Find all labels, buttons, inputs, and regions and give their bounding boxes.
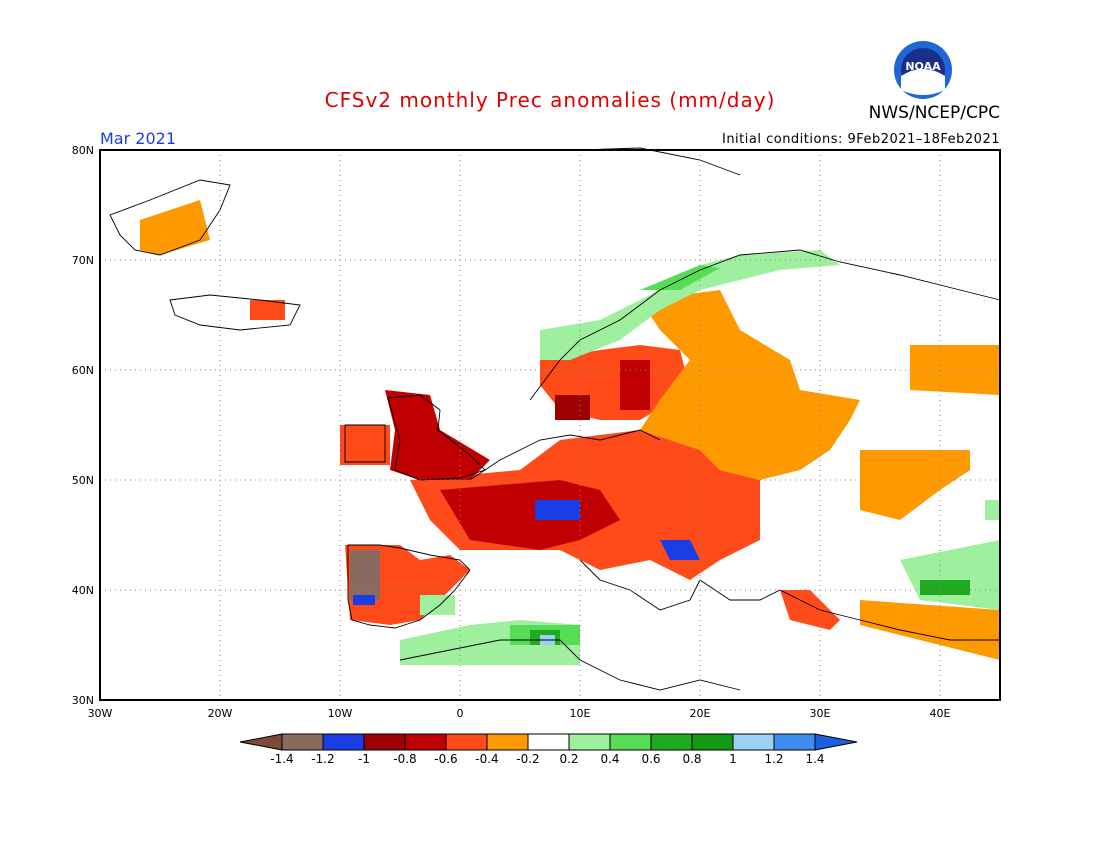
colorbar-label: 0.4 xyxy=(600,752,619,766)
colorbar-swatch xyxy=(322,733,365,751)
x-axis-labels: 30W 20W 10W 0 10E 20E 30E 40E xyxy=(88,707,951,720)
lon-tick-label: 30W xyxy=(88,707,113,720)
anomaly-region xyxy=(535,500,580,520)
colorbar-label: 0.2 xyxy=(559,752,578,766)
anomaly-region xyxy=(660,540,700,560)
colorbar-swatch xyxy=(486,733,529,751)
anomaly-region xyxy=(555,395,590,420)
colorbar-label: 1.2 xyxy=(764,752,783,766)
y-axis-labels: 30N 40N 50N 60N 70N 80N xyxy=(72,144,94,707)
colorbar-swatch xyxy=(281,733,324,751)
colorbar-swatch xyxy=(691,733,734,751)
colorbar-swatch xyxy=(363,733,406,751)
anomaly-region xyxy=(985,500,1000,520)
anomaly-region xyxy=(340,425,390,465)
colorbar-swatch xyxy=(568,733,611,751)
map-title: CFSv2 monthly Prec anomalies (mm/day) xyxy=(324,88,776,112)
colorbar-swatch xyxy=(609,733,652,751)
lat-tick-label: 30N xyxy=(72,694,94,707)
colorbar-label: -0.2 xyxy=(516,752,539,766)
anomaly-shading xyxy=(140,200,1000,665)
anomaly-region xyxy=(420,595,455,615)
anomaly-region xyxy=(140,200,210,255)
forecast-period: Mar 2021 xyxy=(100,129,176,148)
anomaly-region xyxy=(385,390,490,480)
colorbar-label: -1.2 xyxy=(311,752,334,766)
anomaly-region xyxy=(440,480,620,550)
colorbar-swatch xyxy=(445,733,488,751)
colorbar-label: 0.8 xyxy=(682,752,701,766)
anomaly-region xyxy=(250,300,285,320)
lon-tick-label: 40E xyxy=(930,707,951,720)
anomaly-region xyxy=(540,250,840,360)
colorbar-label: 0.6 xyxy=(641,752,660,766)
colorbar-swatch xyxy=(773,733,816,751)
colorbar-label: 1 xyxy=(729,752,737,766)
lat-tick-label: 60N xyxy=(72,364,94,377)
lon-tick-label: 20E xyxy=(690,707,711,720)
anomaly-region xyxy=(350,550,380,600)
lat-tick-label: 70N xyxy=(72,254,94,267)
logo-text: NOAA xyxy=(905,60,941,73)
anomaly-region xyxy=(900,540,1000,610)
lat-tick-label: 50N xyxy=(72,474,94,487)
lon-tick-label: 20W xyxy=(208,707,233,720)
anomaly-region xyxy=(640,290,860,480)
lat-tick-label: 40N xyxy=(72,584,94,597)
anomaly-region xyxy=(920,580,970,595)
organization-label: NWS/NCEP/CPC xyxy=(868,103,1000,123)
colorbar-label: -1.4 xyxy=(270,752,293,766)
anomaly-region xyxy=(353,595,375,605)
anomaly-region xyxy=(860,600,1000,660)
anomaly-region xyxy=(860,450,970,520)
initial-conditions: Initial conditions: 9Feb2021–18Feb2021 xyxy=(721,132,1000,147)
graticule xyxy=(100,150,1000,700)
lon-tick-label: 10W xyxy=(328,707,353,720)
colorbar-label: -0.8 xyxy=(393,752,416,766)
lon-tick-label: 30E xyxy=(810,707,831,720)
anomaly-region xyxy=(640,265,720,290)
colorbar-label: -1 xyxy=(358,752,370,766)
anomaly-region xyxy=(780,590,840,630)
colorbar-swatch xyxy=(732,733,775,751)
colorbar-label: -0.6 xyxy=(434,752,457,766)
colorbar: -1.4 -1.2 -1 -0.8 -0.6 -0.4 -0.2 0.2 0.4 0.6 0.8 1 1… xyxy=(239,733,858,766)
lat-tick-label: 80N xyxy=(72,144,94,157)
colorbar-swatch xyxy=(404,733,447,751)
noaa-logo-icon: NOAA xyxy=(894,41,952,99)
lon-tick-label: 10E xyxy=(570,707,591,720)
lon-tick-label: 0 xyxy=(457,707,464,720)
colorbar-label: 1.4 xyxy=(805,752,824,766)
colorbar-arrow-high xyxy=(814,733,858,751)
colorbar-swatch xyxy=(650,733,693,751)
colorbar-swatch xyxy=(527,733,570,751)
colorbar-label: -0.4 xyxy=(475,752,498,766)
map-frame xyxy=(99,149,1001,701)
anomaly-region xyxy=(620,360,650,410)
colorbar-arrow-low xyxy=(239,733,283,751)
